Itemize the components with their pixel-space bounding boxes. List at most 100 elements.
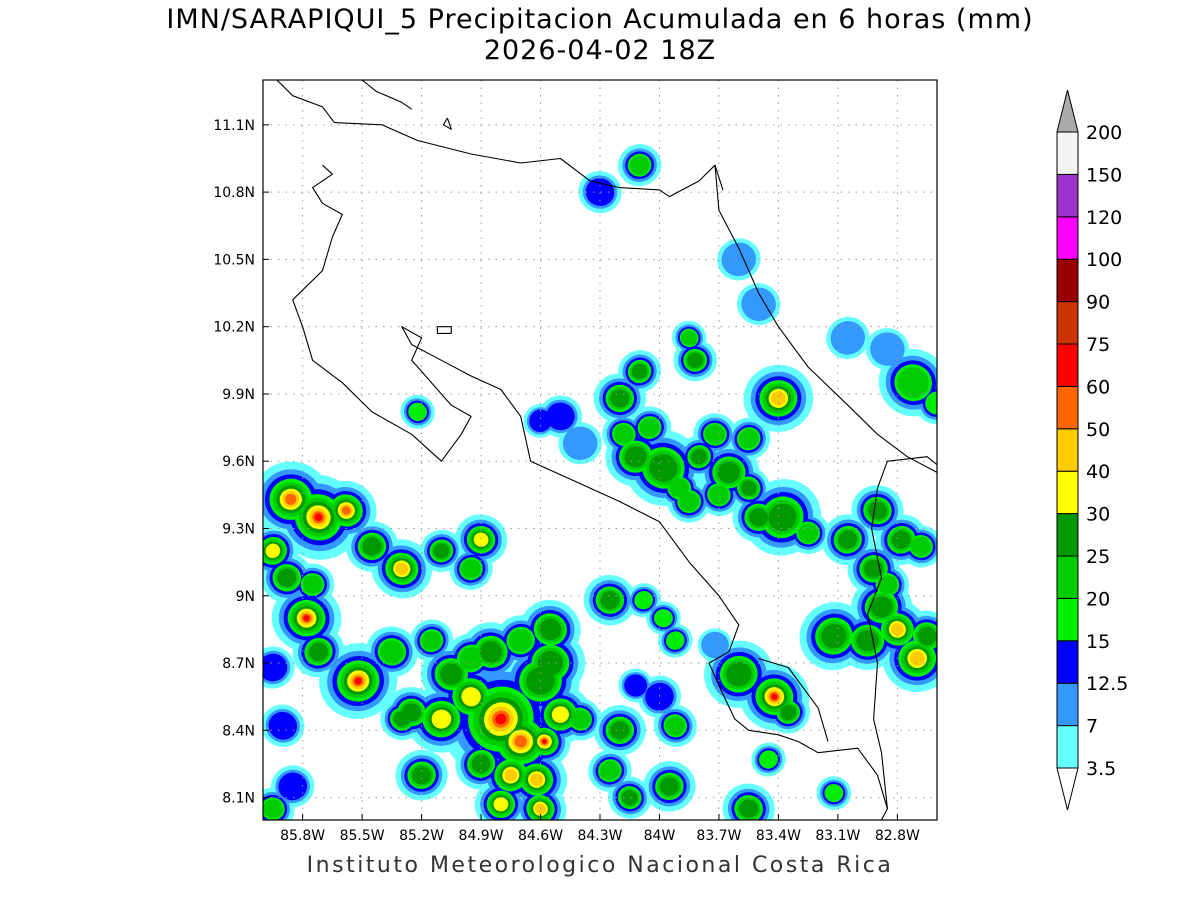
lat-tick-label: 8.1N	[222, 791, 255, 807]
legend-level-label: 90	[1086, 292, 1110, 314]
lon-tick-label: 85.2W	[399, 828, 444, 844]
map-title: IMN/SARAPIQUI_5 Precipitacion Acumulada …	[166, 4, 1034, 35]
legend-level-label: 12.5	[1086, 673, 1128, 695]
lon-tick-label: 83.7W	[696, 828, 741, 844]
precip-cell	[830, 321, 865, 355]
legend-swatch	[1056, 640, 1079, 684]
precip-cell	[302, 574, 323, 595]
pacific-coastline	[292, 164, 888, 820]
lat-tick-label: 9N	[236, 589, 255, 605]
precip-cell	[621, 789, 638, 806]
legend-level-label: 50	[1086, 419, 1110, 441]
map-subtitle-datetime: 2026-04-02 18Z	[483, 35, 717, 66]
legend-swatch	[1056, 216, 1079, 260]
legend-over-triangle	[1056, 89, 1079, 133]
precip-cell	[909, 651, 925, 666]
legend-level-label: 20	[1086, 588, 1110, 610]
precip-cell	[504, 769, 518, 782]
lon-tick-label: 84.6W	[518, 828, 563, 844]
legend-swatch	[1056, 682, 1079, 727]
precip-cell	[821, 623, 847, 649]
precip-cell	[431, 709, 452, 729]
precip-cell	[868, 501, 887, 520]
precip-cell	[629, 155, 650, 175]
precip-cell	[539, 618, 562, 641]
precip-cell	[726, 661, 752, 687]
precip-cell	[679, 492, 700, 512]
precip-cell	[362, 537, 382, 556]
legend-swatch	[1056, 258, 1079, 303]
nicaragua-border	[276, 80, 724, 198]
precip-cell	[514, 735, 527, 748]
legend-level-label: 3.5	[1086, 758, 1116, 780]
legend-swatch	[1056, 131, 1079, 175]
lon-tick-label: 84W	[644, 828, 676, 844]
precip-cell	[610, 721, 630, 740]
precip-cell	[380, 640, 404, 664]
precip-cell	[701, 631, 729, 659]
lat-tick-label: 8.4N	[222, 723, 255, 739]
lon-tick-label: 83.4W	[756, 828, 801, 844]
precipitation-field	[263, 144, 937, 820]
precip-cell	[461, 559, 481, 579]
precip-cell	[870, 596, 893, 618]
legend-level-label: 60	[1086, 376, 1110, 398]
precip-cell	[395, 562, 409, 575]
precip-cell	[681, 330, 698, 346]
legend-level-label: 150	[1086, 164, 1122, 186]
precip-cell	[738, 429, 759, 449]
precip-cell	[412, 766, 432, 785]
legend-level-label: 120	[1086, 207, 1122, 229]
precip-cell	[631, 363, 648, 380]
precip-cell	[691, 449, 707, 465]
footer-credit: Instituto Meteorologico Nacional Costa R…	[306, 853, 894, 878]
legend-swatch	[1056, 725, 1079, 769]
precip-cell	[562, 426, 598, 461]
lat-tick-label: 9.6N	[222, 454, 255, 470]
precip-cell	[393, 711, 410, 727]
precip-cell	[551, 706, 569, 723]
precip-cell	[277, 568, 297, 587]
island	[442, 117, 452, 130]
precip-cell	[771, 391, 786, 406]
lon-tick-label: 83.1W	[815, 828, 860, 844]
precip-cell	[495, 713, 507, 725]
precip-cell	[659, 777, 679, 796]
lat-tick-label: 9.9N	[222, 387, 255, 403]
precip-cell	[771, 693, 778, 700]
legend-swatch	[1056, 301, 1079, 345]
legend-level-label: 200	[1086, 122, 1122, 144]
lat-tick-label: 10.2N	[213, 320, 255, 336]
lon-tick-label: 84.9W	[459, 828, 504, 844]
precip-cell	[639, 418, 660, 438]
legend-level-label: 40	[1086, 461, 1110, 483]
island	[436, 326, 452, 334]
precip-cell	[613, 424, 634, 444]
precip-cell	[911, 536, 931, 556]
lat-tick-label: 8.7N	[222, 656, 255, 672]
precip-cell	[870, 332, 905, 366]
precip-cell	[537, 650, 564, 676]
precip-cell	[856, 629, 879, 652]
precip-cell	[917, 626, 937, 646]
legend-swatch	[1056, 555, 1079, 599]
legend-level-label: 7	[1086, 716, 1098, 738]
lat-tick-label: 11.1N	[213, 118, 255, 134]
legend-swatch	[1056, 343, 1079, 387]
longitude-labels: 85.8W 85.5W 85.2W 84.9W 84.6W 84.3W 84W 83.7W 83…	[280, 828, 920, 844]
legend-level-label: 25	[1086, 546, 1110, 568]
precip-cell	[493, 797, 509, 812]
precip-cell	[768, 503, 797, 532]
precip-cell	[624, 445, 647, 468]
precip-cell	[653, 609, 673, 628]
legend-swatch	[1056, 513, 1079, 557]
precip-cell	[459, 646, 483, 671]
precip-cell	[824, 783, 844, 803]
precip-cell	[354, 677, 362, 685]
precip-cell	[479, 641, 503, 663]
precip-cell	[600, 591, 620, 610]
map-frame	[262, 79, 938, 821]
precip-cell	[546, 402, 575, 431]
